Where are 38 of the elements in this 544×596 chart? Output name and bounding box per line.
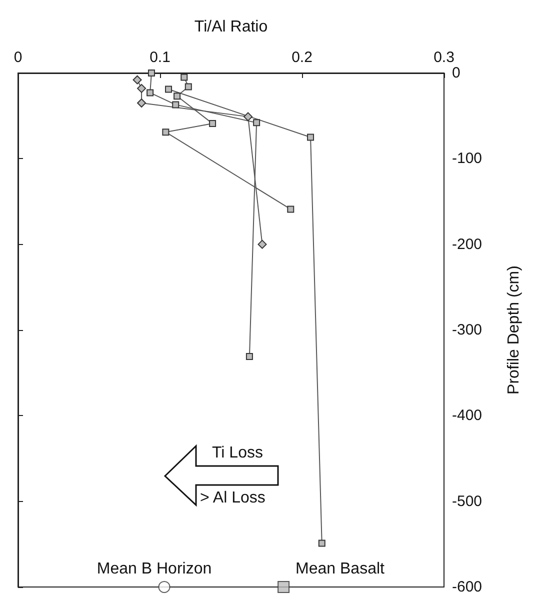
point — [244, 112, 253, 122]
point — [278, 581, 290, 593]
point — [132, 75, 142, 84]
point — [253, 119, 260, 126]
y-tick-label: -300 — [452, 322, 482, 338]
y-tick-label: -600 — [452, 578, 482, 596]
point — [180, 74, 188, 81]
y-tick-label: -400 — [452, 407, 482, 424]
y-axis-title: Profile Depth (cm) — [506, 266, 522, 394]
point — [174, 92, 181, 100]
annotation: Ti Loss — [212, 444, 263, 462]
point — [184, 83, 192, 90]
x-tick-label: 0.2 — [292, 49, 312, 66]
point — [137, 98, 146, 108]
point — [307, 134, 314, 141]
point — [158, 581, 170, 593]
point — [209, 120, 216, 128]
point — [162, 128, 170, 136]
annotation: > Al Loss — [200, 490, 266, 506]
point — [137, 84, 146, 93]
point — [258, 240, 267, 249]
y-tick-label: -200 — [452, 236, 482, 253]
x-tick-label: 0 — [14, 49, 22, 66]
x-axis-title: Ti/Al Ratio — [194, 18, 268, 36]
point — [165, 86, 172, 93]
y-tick-label: -500 — [452, 492, 482, 510]
annotation: Mean Basalt — [296, 560, 386, 578]
y-tick-label: -100 — [452, 150, 482, 168]
point — [148, 70, 155, 76]
annotation: Mean B Horizon — [96, 560, 212, 578]
x-tick-label: 0.1 — [150, 49, 170, 66]
point — [172, 101, 180, 108]
point — [318, 540, 326, 547]
x-tick-label: 0.3 — [434, 49, 454, 66]
y-tick-label: 0 — [452, 64, 460, 82]
point — [287, 206, 294, 213]
point — [146, 89, 154, 96]
point — [246, 353, 253, 360]
